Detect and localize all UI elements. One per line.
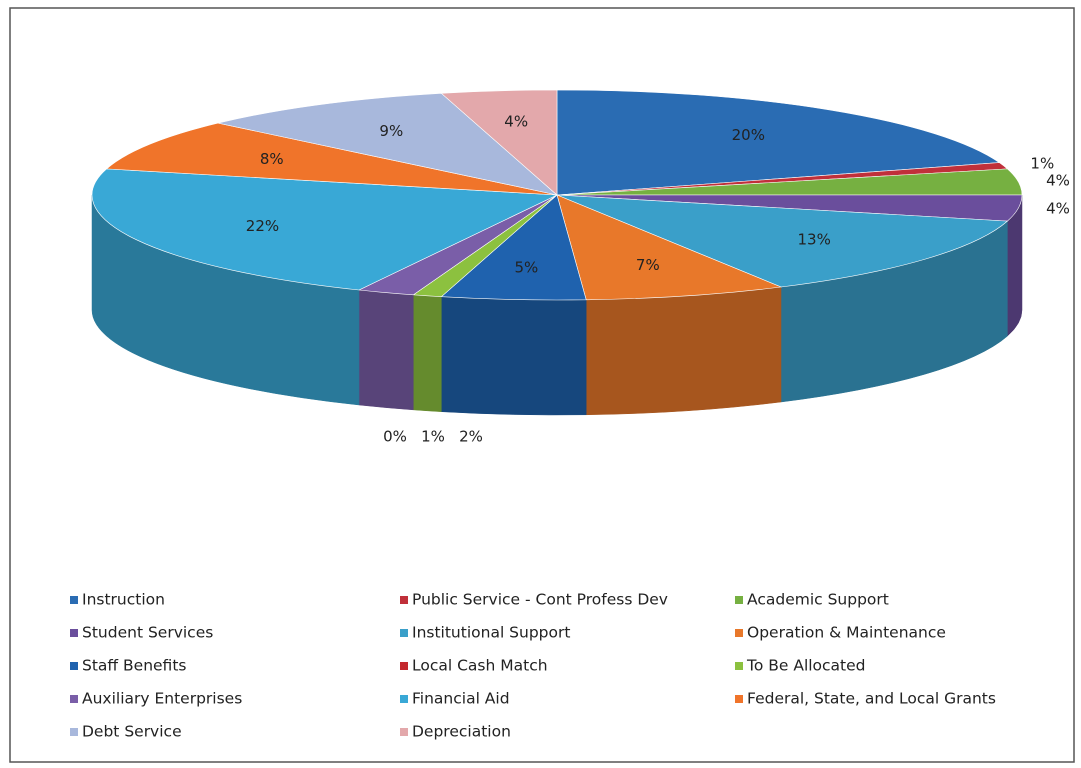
legend-label: Academic Support	[747, 591, 889, 609]
data-label: 1%	[1030, 154, 1054, 172]
legend-label: Institutional Support	[412, 624, 570, 642]
pie-slice	[91, 168, 558, 406]
pie-slice	[217, 92, 559, 196]
legend-label: Public Service - Cont Profess Dev	[412, 591, 668, 609]
legend-swatch	[735, 629, 743, 637]
data-label: 13%	[798, 231, 831, 249]
legend-swatch	[70, 629, 78, 637]
legend-swatch	[400, 596, 408, 604]
legend-label: Instruction	[82, 591, 165, 609]
slice-side	[441, 296, 587, 416]
data-label: 5%	[514, 259, 538, 277]
legend-label: Debt Service	[82, 723, 182, 741]
legend-label: Operation & Maintenance	[747, 624, 946, 642]
legend-swatch	[400, 695, 408, 703]
slice-top	[440, 89, 558, 196]
slice-top	[217, 92, 559, 196]
slice-side	[358, 289, 414, 411]
legend-swatch	[735, 695, 743, 703]
pie-slice	[556, 194, 1009, 403]
data-label: 0%	[383, 428, 407, 446]
legend-swatch	[400, 728, 408, 736]
legend-swatch	[400, 662, 408, 670]
pie-slice	[440, 194, 587, 416]
legend-swatch	[70, 695, 78, 703]
legend-swatch	[400, 629, 408, 637]
slice-top	[105, 122, 558, 196]
slice-side	[585, 286, 782, 416]
slice-top	[556, 194, 1009, 288]
legend-label: Student Services	[82, 624, 213, 642]
legend-label: Federal, State, and Local Grants	[747, 690, 996, 708]
data-label: 20%	[732, 126, 765, 144]
legend-swatch	[735, 596, 743, 604]
data-label: 4%	[504, 113, 528, 131]
data-label: 1%	[421, 428, 445, 446]
slice-top	[556, 89, 1001, 196]
legend-swatch	[70, 662, 78, 670]
legend-label: Local Cash Match	[412, 657, 548, 675]
pie-slice	[556, 89, 1001, 196]
pie-slice	[412, 194, 558, 412]
legend-swatch	[70, 728, 78, 736]
legend-swatch	[735, 662, 743, 670]
data-label: 2%	[459, 428, 483, 446]
slice-top	[91, 168, 558, 291]
legend-swatch	[70, 596, 78, 604]
pie-slice	[357, 194, 558, 411]
legend-label: Staff Benefits	[82, 657, 186, 675]
slice-top	[440, 194, 587, 301]
data-label: 7%	[636, 256, 660, 274]
pie-slice	[440, 89, 558, 196]
legend-label: Auxiliary Enterprises	[82, 690, 242, 708]
legend-label: Financial Aid	[412, 690, 510, 708]
data-label: 9%	[379, 122, 403, 140]
slice-top	[556, 194, 783, 301]
data-label: 4%	[1046, 172, 1070, 190]
data-label: 4%	[1046, 199, 1070, 217]
data-label: 22%	[246, 217, 279, 235]
legend-label: To Be Allocated	[746, 657, 866, 675]
legend-label: Depreciation	[412, 723, 511, 741]
data-label: 8%	[260, 150, 284, 168]
slice-side	[413, 294, 442, 412]
pie-slice	[105, 122, 558, 196]
